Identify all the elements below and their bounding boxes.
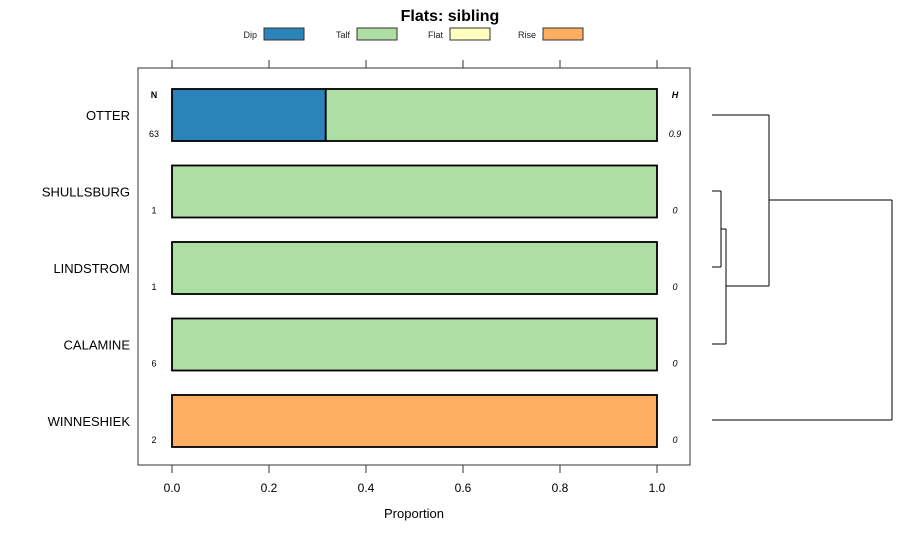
h-value: 0 <box>672 206 677 216</box>
n-value: 63 <box>149 129 159 139</box>
dendrogram <box>712 114 893 421</box>
legend-label: Rise <box>518 30 536 40</box>
legend-label: Talf <box>336 30 351 40</box>
category-label: CALAMINE <box>64 338 131 353</box>
n-value: 6 <box>151 359 156 369</box>
x-tick-label: 0.4 <box>358 481 375 495</box>
x-tick-label: 0.2 <box>261 481 278 495</box>
n-value: 1 <box>151 206 156 216</box>
bars: OTTER 63 0.9 SHULLSBURG 1 0 LINDSTROM 1 0 CALAMIN… <box>42 88 682 448</box>
legend: Dip Talf Flat Rise <box>243 27 584 41</box>
x-tick-label: 1.0 <box>649 481 666 495</box>
h-value: 0 <box>672 359 677 369</box>
n-value: 1 <box>151 282 156 292</box>
legend-label: Flat <box>428 30 444 40</box>
bar-segment-dip <box>171 88 327 142</box>
h-header: H <box>672 90 679 100</box>
x-tick-label: 0.8 <box>552 481 569 495</box>
n-value: 2 <box>151 435 156 445</box>
x-axis: 0.0 0.2 0.4 0.6 0.8 1.0 <box>164 60 666 495</box>
bar-segment-talf <box>171 164 658 219</box>
h-value: 0 <box>672 435 677 445</box>
category-label: SHULLSBURG <box>42 185 130 200</box>
bar-segment-talf <box>171 241 658 295</box>
category-label: LINDSTROM <box>53 261 130 276</box>
bar-segment-talf <box>324 88 658 142</box>
bar-segment-talf <box>171 317 658 372</box>
legend-swatch <box>356 27 398 41</box>
h-value: 0 <box>672 282 677 292</box>
plot-frame <box>137 67 691 466</box>
legend-label: Dip <box>243 30 257 40</box>
x-tick-label: 0.0 <box>164 481 181 495</box>
legend-swatch <box>449 27 491 41</box>
category-label: OTTER <box>86 108 130 123</box>
legend-swatch <box>542 27 584 41</box>
n-header: N <box>151 90 158 100</box>
x-axis-label: Proportion <box>384 506 444 521</box>
bar-segment-rise <box>171 394 658 448</box>
legend-swatch <box>263 27 305 41</box>
chart-title: Flats: sibling <box>401 8 500 25</box>
h-value: 0.9 <box>669 129 682 139</box>
x-tick-label: 0.6 <box>455 481 472 495</box>
category-label: WINNESHIEK <box>48 414 131 429</box>
dendrogram-branch <box>712 114 893 421</box>
